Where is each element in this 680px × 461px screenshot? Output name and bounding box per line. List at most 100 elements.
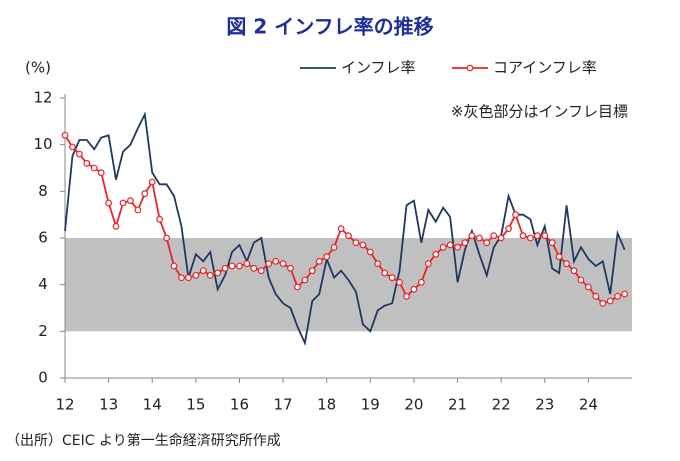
point [287,264,294,272]
point [461,239,469,247]
point [243,260,251,268]
x-tick-label: 19 [361,396,380,414]
y-tick-label: 6 [38,229,48,247]
point [410,285,418,293]
point [446,241,454,249]
source: （出所）CEIC より第一生命経済研究所作成 [6,432,281,449]
x-tick-label: 14 [143,396,162,414]
x-tick-label: 18 [317,396,336,414]
legend-label: コアインフレ率 [493,59,597,77]
x-tick-label: 22 [492,396,511,414]
point [374,260,382,268]
point [388,274,396,282]
point [178,274,185,282]
point [359,241,367,249]
point [265,260,273,268]
point [577,276,585,284]
point [83,159,91,167]
point [337,225,345,233]
point [475,234,483,242]
point [301,276,309,284]
point [250,264,258,272]
point [366,248,374,256]
point [519,232,527,240]
point [199,267,207,275]
point [127,197,134,205]
point [279,260,287,268]
point [61,131,69,139]
point [330,243,338,251]
point [221,264,229,272]
y-tick-label: 10 [33,135,52,153]
y-tick-label: 4 [38,275,48,293]
point [206,271,214,279]
point [308,267,316,275]
point [563,260,570,268]
point [134,206,142,214]
point [599,299,607,307]
target-band [65,238,632,332]
point [584,283,592,291]
point [512,211,519,219]
point [105,199,113,207]
point [163,234,171,242]
point [156,215,164,223]
point [417,278,425,286]
point [468,232,476,240]
point [236,262,243,270]
point [228,262,236,270]
point [570,267,578,275]
point [505,225,512,233]
point [592,292,600,300]
point [424,260,432,268]
x-tick-label: 20 [404,396,423,414]
point [396,278,403,286]
x-tick-label: 15 [186,396,205,414]
x-tick-label: 17 [274,396,293,414]
y-tick-label: 8 [38,182,48,200]
point [381,269,389,277]
point [170,262,178,270]
y-tick-label: 12 [33,89,52,107]
point [192,271,200,279]
x-tick-label: 13 [99,396,118,414]
y-unit: (%) [25,59,51,77]
point [148,178,156,186]
point [541,232,549,240]
point [257,267,265,275]
point [112,222,120,230]
point [614,292,622,300]
y-tick-label: 2 [38,322,48,340]
point [294,283,301,291]
point [490,232,498,240]
point [352,239,360,247]
point [323,253,331,261]
point [432,250,440,258]
x-tick-label: 21 [448,396,467,414]
point [69,143,76,151]
point [483,239,491,247]
point [185,274,192,282]
point [526,234,534,242]
point [548,239,556,247]
series-line [64,111,626,347]
point [90,164,98,172]
point [403,292,410,300]
point [141,190,149,198]
point [621,290,628,298]
chart-title: 図 2 インフレ率の推移 [226,15,433,39]
point [75,150,83,158]
point [497,234,505,242]
y-tick-label: 0 [38,369,48,387]
legend-marker [466,64,474,72]
point [555,253,563,261]
point [533,232,541,240]
point [454,243,461,251]
x-tick-label: 24 [579,396,598,414]
x-tick-label: 16 [230,396,249,414]
annotation: ※灰色部分はインフレ目標 [451,103,628,121]
point [214,269,222,277]
point [119,199,127,207]
point [606,297,614,305]
